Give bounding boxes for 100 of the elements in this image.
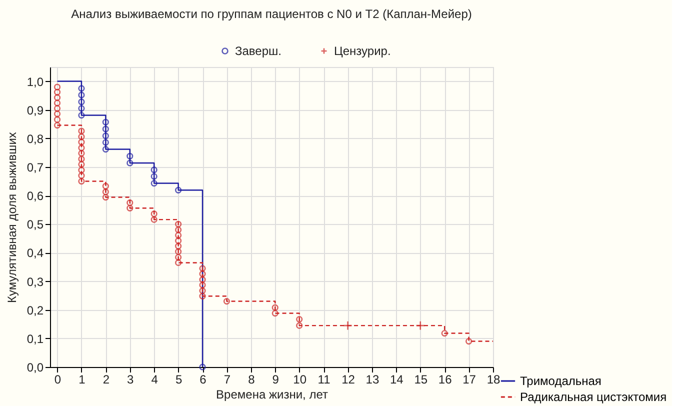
legend-label: Заверш. xyxy=(235,44,282,58)
point xyxy=(102,118,109,126)
x-tick-label: 9 xyxy=(272,372,280,386)
point xyxy=(175,248,182,255)
point xyxy=(175,237,182,244)
point xyxy=(54,116,61,123)
point xyxy=(54,110,61,118)
point xyxy=(175,220,182,228)
point xyxy=(78,150,85,157)
point xyxy=(126,152,134,160)
point xyxy=(102,139,109,146)
point xyxy=(175,232,182,239)
point xyxy=(54,84,61,90)
point xyxy=(199,270,206,278)
point xyxy=(102,126,109,132)
point xyxy=(199,292,206,300)
point xyxy=(272,310,278,317)
y-tick-label: 0,7 xyxy=(26,160,44,174)
point xyxy=(54,100,61,106)
x-tick-label: 16 xyxy=(438,372,452,386)
y-tick-label: 0,4 xyxy=(26,246,44,260)
point xyxy=(78,128,85,134)
point xyxy=(102,188,109,196)
point xyxy=(54,105,61,112)
point xyxy=(54,122,61,129)
legend-label: Тримодальная xyxy=(520,374,602,388)
x-tick-label: 15 xyxy=(414,372,428,386)
point xyxy=(78,161,85,168)
point xyxy=(78,112,85,119)
legend-label: Цензурир. xyxy=(334,44,391,58)
point xyxy=(150,210,158,218)
point xyxy=(175,259,182,266)
y-axis-title: Кумулятивная доля выживших xyxy=(4,132,19,303)
point xyxy=(102,146,109,153)
x-tick-label: 11 xyxy=(318,372,331,386)
point xyxy=(175,242,182,250)
point xyxy=(342,320,353,330)
point xyxy=(102,182,109,190)
x-tick-label: 4 xyxy=(151,372,158,386)
point xyxy=(78,156,85,162)
point xyxy=(54,94,61,101)
point xyxy=(416,320,426,330)
x-tick-label: 12 xyxy=(342,372,356,386)
point xyxy=(175,226,182,234)
y-tick-label: 0,5 xyxy=(26,218,44,232)
x-tick-label: 17 xyxy=(462,372,476,386)
y-tick-label: 0,0 xyxy=(26,360,44,374)
x-tick-label: 14 xyxy=(390,372,404,386)
point xyxy=(78,98,85,106)
x-tick-label: 10 xyxy=(293,372,307,386)
point xyxy=(54,88,61,96)
point xyxy=(78,172,85,179)
point xyxy=(126,199,134,206)
point xyxy=(465,338,472,345)
x-tick-label: 5 xyxy=(175,372,182,386)
point xyxy=(199,265,206,272)
point xyxy=(150,173,158,180)
chart-title: Анализ выживаемости по группам пациентов с N0 и T2 (Каплан-Мейер) xyxy=(71,7,472,21)
x-axis-title: Времена жизни, лет xyxy=(216,388,328,402)
point xyxy=(223,298,230,305)
x-tick-label: 2 xyxy=(102,372,110,386)
x-tick-label: 8 xyxy=(248,372,256,386)
y-tick-label: 0,1 xyxy=(26,332,44,346)
point xyxy=(78,144,85,152)
y-tick-label: 0,2 xyxy=(26,303,44,318)
x-tick-label: 13 xyxy=(366,372,380,386)
point xyxy=(126,160,134,166)
x-tick-label: 7 xyxy=(224,372,231,386)
point xyxy=(78,105,85,112)
point xyxy=(296,322,303,329)
point xyxy=(150,216,158,223)
point xyxy=(78,92,85,98)
y-tick-label: 0,6 xyxy=(26,189,44,204)
point xyxy=(150,166,158,174)
y-tick-label: 0,8 xyxy=(26,132,44,146)
legend-label: Радикальная цистэктомия xyxy=(520,390,667,404)
point xyxy=(175,254,182,261)
point xyxy=(126,204,134,212)
point xyxy=(78,133,85,140)
point xyxy=(199,276,206,283)
x-tick-label: 1 xyxy=(78,372,86,386)
point xyxy=(78,178,85,185)
point xyxy=(78,166,85,174)
y-tick-label: 0,9 xyxy=(26,103,44,118)
point xyxy=(102,132,109,140)
point xyxy=(150,180,158,187)
x-tick-label: 3 xyxy=(127,372,134,386)
y-tick-label: 0,3 xyxy=(26,274,44,289)
point xyxy=(175,186,182,194)
point xyxy=(296,316,303,323)
y-tick-label: 1,0 xyxy=(26,74,44,89)
point xyxy=(272,304,278,311)
point xyxy=(78,138,85,146)
point xyxy=(102,194,109,201)
x-tick-label: 18 xyxy=(486,372,500,386)
x-tick-label: 6 xyxy=(200,372,207,386)
point xyxy=(199,282,206,288)
x-tick-label: 0 xyxy=(54,372,62,386)
point xyxy=(78,85,85,92)
point xyxy=(199,287,206,294)
